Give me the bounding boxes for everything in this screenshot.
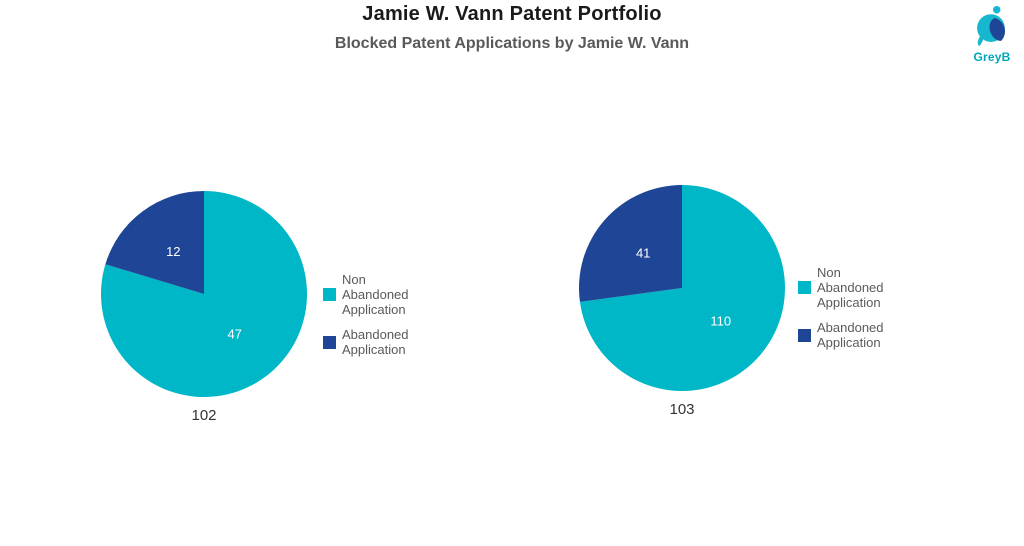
legend-swatch-non-abandoned [798, 281, 811, 294]
legend-item-non-abandoned: Non Abandoned Application [323, 272, 409, 317]
greyb-logo: GreyB [966, 5, 1018, 64]
legend-103: Non Abandoned Application Abandoned Appl… [798, 265, 884, 360]
greyb-logo-icon [977, 5, 1010, 46]
pie-category-label-103: 103 [669, 401, 695, 418]
pie-value-label: 110 [710, 313, 731, 328]
pie-chart-102: 47 12 [101, 191, 307, 397]
legend-label-abandoned: Abandoned Application [342, 327, 409, 357]
pie-slice-non-abandoned-application [101, 191, 307, 397]
pie-slice-abandoned-application [579, 185, 682, 302]
pie-category-label-102: 102 [191, 407, 217, 424]
pie-chart-103: 110 41 [579, 185, 785, 391]
legend-label-abandoned: Abandoned Application [817, 320, 884, 350]
greyb-logo-text: GreyB [973, 50, 1011, 64]
legend-swatch-abandoned [798, 328, 811, 342]
pie-value-label: 41 [636, 246, 650, 261]
legend-item-abandoned: Abandoned Application [798, 320, 884, 350]
pie-value-label: 47 [227, 327, 241, 342]
legend-item-non-abandoned: Non Abandoned Application [798, 265, 884, 310]
pie-value-label: 12 [166, 244, 180, 259]
report-header: Jamie W. Vann Patent Portfolio Blocked P… [0, 3, 1024, 53]
page-title: Jamie W. Vann Patent Portfolio [362, 3, 662, 25]
legend-item-abandoned: Abandoned Application [323, 327, 409, 357]
pie-slice-non-abandoned-application [579, 185, 785, 391]
legend-label-non-abandoned: Non Abandoned Application [817, 265, 884, 310]
legend-label-non-abandoned: Non Abandoned Application [342, 272, 409, 317]
legend-swatch-abandoned [323, 335, 336, 349]
page-subtitle: Blocked Patent Applications by Jamie W. … [334, 35, 690, 52]
legend-102: Non Abandoned Application Abandoned Appl… [323, 272, 409, 367]
pie-slice-abandoned-application [105, 191, 204, 294]
legend-swatch-non-abandoned [323, 288, 336, 301]
